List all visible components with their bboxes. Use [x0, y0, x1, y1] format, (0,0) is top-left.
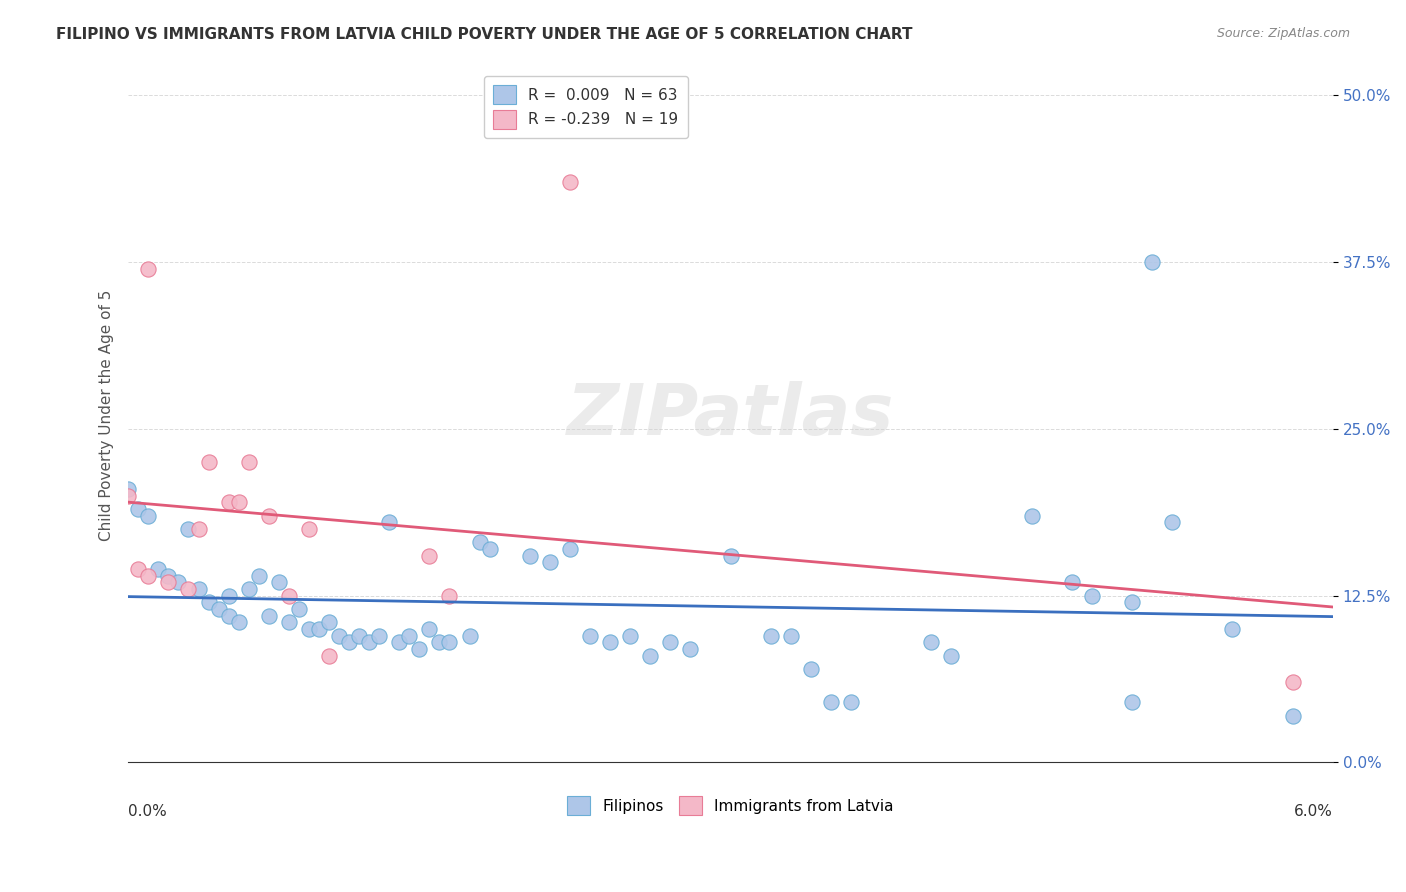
Point	[117, 482, 139, 496]
Point	[759, 629, 782, 643]
Point	[197, 455, 219, 469]
Point	[187, 522, 209, 536]
Point	[468, 535, 491, 549]
Text: 0.0%: 0.0%	[128, 804, 167, 819]
Point	[619, 629, 641, 643]
Point	[257, 508, 280, 523]
Point	[398, 629, 420, 643]
Point	[1281, 708, 1303, 723]
Point	[218, 589, 240, 603]
Text: 6.0%: 6.0%	[1294, 804, 1333, 819]
Point	[127, 502, 149, 516]
Point	[157, 568, 180, 582]
Legend: Filipinos, Immigrants from Latvia: Filipinos, Immigrants from Latvia	[558, 788, 903, 824]
Point	[277, 589, 299, 603]
Point	[177, 582, 200, 596]
Point	[288, 602, 311, 616]
Point	[218, 608, 240, 623]
Point	[1081, 589, 1104, 603]
Point	[308, 622, 330, 636]
Point	[378, 515, 401, 529]
Point	[136, 508, 159, 523]
Point	[429, 635, 451, 649]
Point	[839, 695, 862, 709]
Point	[267, 575, 290, 590]
Point	[439, 635, 461, 649]
Point	[228, 495, 250, 509]
Point	[439, 589, 461, 603]
Point	[187, 582, 209, 596]
Point	[167, 575, 190, 590]
Point	[1140, 255, 1163, 269]
Point	[1161, 515, 1184, 529]
Point	[519, 549, 541, 563]
Point	[558, 541, 581, 556]
Point	[136, 568, 159, 582]
Point	[418, 622, 440, 636]
Point	[228, 615, 250, 630]
Point	[599, 635, 621, 649]
Point	[218, 495, 240, 509]
Point	[941, 648, 963, 663]
Point	[157, 575, 180, 590]
Text: Source: ZipAtlas.com: Source: ZipAtlas.com	[1216, 27, 1350, 40]
Point	[148, 562, 170, 576]
Point	[538, 555, 561, 569]
Point	[388, 635, 411, 649]
Point	[1281, 675, 1303, 690]
Point	[298, 622, 321, 636]
Point	[238, 582, 260, 596]
Point	[408, 642, 430, 657]
Point	[800, 662, 823, 676]
Point	[458, 629, 481, 643]
Y-axis label: Child Poverty Under the Age of 5: Child Poverty Under the Age of 5	[100, 290, 114, 541]
Point	[1021, 508, 1043, 523]
Point	[298, 522, 321, 536]
Point	[779, 629, 801, 643]
Point	[659, 635, 682, 649]
Point	[579, 629, 602, 643]
Point	[1060, 575, 1083, 590]
Point	[359, 635, 381, 649]
Point	[720, 549, 742, 563]
Point	[238, 455, 260, 469]
Point	[117, 489, 139, 503]
Point	[478, 541, 501, 556]
Point	[328, 629, 350, 643]
Point	[136, 261, 159, 276]
Point	[337, 635, 360, 649]
Point	[1222, 622, 1244, 636]
Point	[679, 642, 702, 657]
Point	[368, 629, 391, 643]
Point	[820, 695, 842, 709]
Point	[920, 635, 942, 649]
Point	[1121, 695, 1143, 709]
Point	[127, 562, 149, 576]
Point	[277, 615, 299, 630]
Text: FILIPINO VS IMMIGRANTS FROM LATVIA CHILD POVERTY UNDER THE AGE OF 5 CORRELATION : FILIPINO VS IMMIGRANTS FROM LATVIA CHILD…	[56, 27, 912, 42]
Point	[247, 568, 270, 582]
Point	[318, 615, 340, 630]
Point	[177, 522, 200, 536]
Point	[197, 595, 219, 609]
Point	[418, 549, 440, 563]
Point	[318, 648, 340, 663]
Text: ZIPatlas: ZIPatlas	[567, 381, 894, 450]
Point	[1121, 595, 1143, 609]
Point	[347, 629, 370, 643]
Point	[638, 648, 661, 663]
Point	[558, 175, 581, 189]
Point	[257, 608, 280, 623]
Point	[207, 602, 229, 616]
